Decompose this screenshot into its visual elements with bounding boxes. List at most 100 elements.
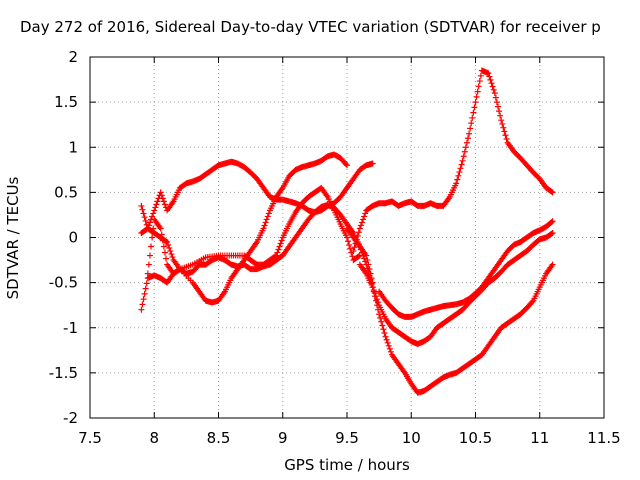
data-point <box>549 261 556 268</box>
data-point <box>143 280 150 287</box>
data-point <box>367 276 374 283</box>
data-point <box>167 248 174 255</box>
data-point <box>144 270 151 277</box>
data-point <box>351 244 358 251</box>
data-point <box>469 114 476 121</box>
data-point <box>494 103 501 110</box>
data-point <box>264 213 271 220</box>
data-point <box>154 198 161 205</box>
y-tick-label: -2 <box>63 409 78 427</box>
x-tick-label: 8.5 <box>207 429 231 447</box>
data-point <box>260 225 267 232</box>
data-point <box>138 306 145 313</box>
data-point <box>473 93 480 100</box>
data-point <box>529 298 536 305</box>
data-point <box>454 176 461 183</box>
data-point <box>274 249 281 256</box>
data-point <box>369 284 376 291</box>
data-point <box>467 125 474 132</box>
series-7 <box>376 218 556 320</box>
y-tick-label: -0.5 <box>49 274 78 292</box>
series-1 <box>138 184 363 313</box>
data-point <box>458 161 465 168</box>
series-4 <box>350 67 556 255</box>
data-point <box>150 210 157 217</box>
data-point <box>363 261 370 268</box>
data-point <box>344 162 350 169</box>
data-point <box>360 252 367 259</box>
data-point <box>372 297 379 304</box>
data-point <box>140 296 147 303</box>
data-point <box>369 160 376 167</box>
data-point <box>163 238 170 245</box>
series-6 <box>344 225 556 396</box>
data-point <box>474 88 481 95</box>
data-point <box>261 222 268 229</box>
data-point <box>463 139 470 146</box>
data-point <box>349 253 356 260</box>
data-point <box>466 130 473 137</box>
data-point <box>159 195 166 202</box>
data-point <box>355 253 362 260</box>
x-tick-label: 9.5 <box>335 429 359 447</box>
data-point <box>453 180 460 187</box>
data-point <box>362 258 369 265</box>
data-point <box>361 213 368 220</box>
data-point <box>344 234 350 241</box>
data-point <box>470 109 477 116</box>
data-point <box>373 302 380 309</box>
data-point <box>265 210 272 217</box>
y-tick-label: 1 <box>68 138 78 156</box>
data-point <box>262 219 269 226</box>
data-point <box>139 301 146 308</box>
data-point <box>548 219 555 226</box>
data-point <box>277 240 284 247</box>
data-point <box>370 288 377 295</box>
data-point <box>139 206 146 213</box>
y-tick-label: 1.5 <box>54 93 78 111</box>
y-tick-label: 0.5 <box>54 183 78 201</box>
data-point <box>276 243 283 250</box>
data-point <box>354 232 361 239</box>
data-point <box>468 120 475 127</box>
y-tick-label: 0 <box>68 229 78 247</box>
data-point <box>157 189 164 196</box>
x-tick-label: 10 <box>402 429 421 447</box>
series-2 <box>138 151 350 306</box>
data-point <box>461 148 468 155</box>
data-point <box>263 216 270 223</box>
data-point <box>385 342 392 349</box>
data-point <box>342 161 349 168</box>
data-point <box>471 104 478 111</box>
data-point <box>501 128 508 135</box>
data-point <box>502 132 509 139</box>
y-tick-label: -1 <box>63 319 78 337</box>
data-point <box>355 229 362 236</box>
data-point <box>384 339 391 346</box>
data-point <box>146 219 153 226</box>
x-tick-label: 11 <box>530 429 549 447</box>
axis-ticks: 7.5 8 8.5 9 9.5 10 10.5 11 11.5-2-1.5-1-0.500.51… <box>49 48 621 447</box>
data-point <box>350 248 357 255</box>
data-point <box>358 219 365 226</box>
data-point <box>549 189 556 196</box>
data-point <box>549 229 556 236</box>
data-point <box>456 169 463 176</box>
data-point <box>142 217 149 224</box>
data-point <box>160 198 167 205</box>
data-point <box>488 80 495 87</box>
data-point <box>141 290 148 297</box>
y-tick-label: -1.5 <box>49 364 78 382</box>
data-point <box>158 231 165 238</box>
data-point <box>455 172 462 179</box>
y-tick-label: 2 <box>68 48 78 66</box>
data-point <box>489 83 496 90</box>
data-point <box>140 210 147 217</box>
x-tick-label: 9 <box>278 429 288 447</box>
data-point <box>371 293 378 300</box>
data-point <box>161 249 168 256</box>
data-point <box>152 204 159 211</box>
data-point <box>493 99 500 106</box>
data-point <box>386 345 393 352</box>
